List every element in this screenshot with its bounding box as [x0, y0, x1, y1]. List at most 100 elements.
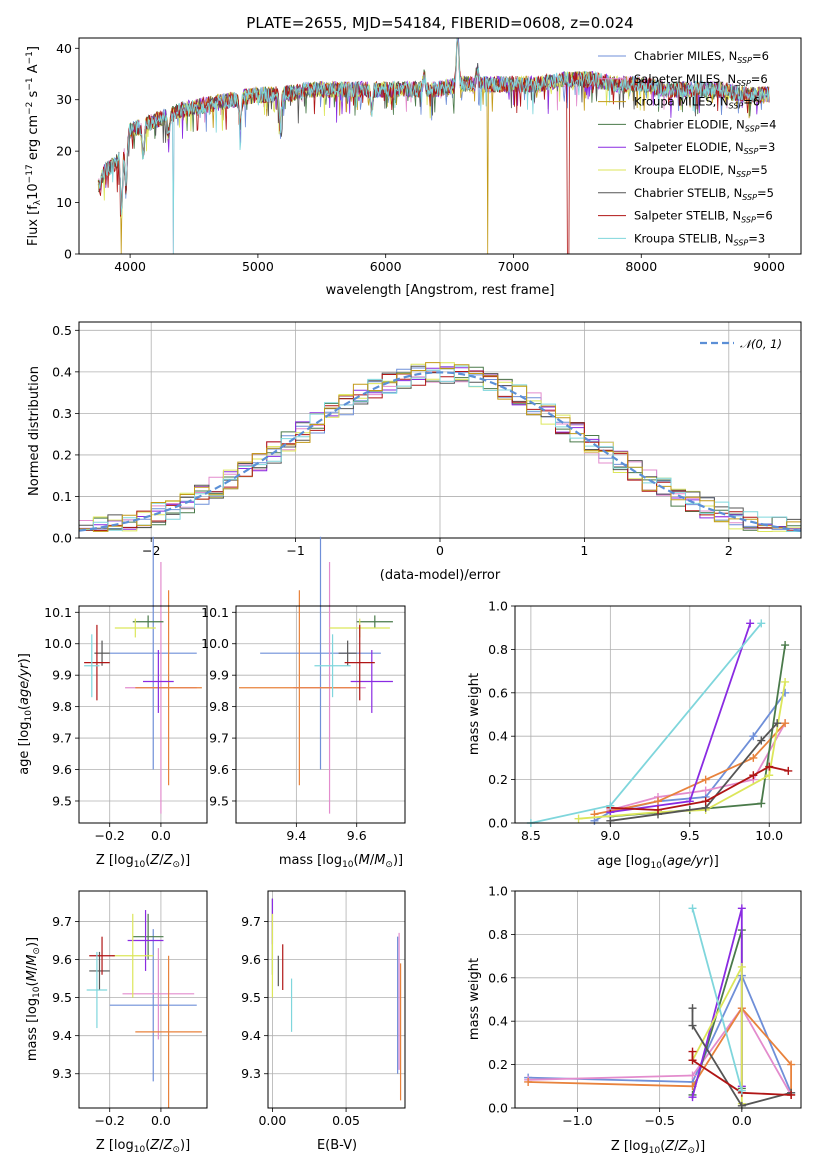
mass-weight-marker	[688, 1021, 697, 1030]
x-tick-label: 4000	[114, 259, 146, 274]
y-tick-label: 0.4	[488, 1014, 508, 1029]
y-tick-label: 10.0	[201, 636, 229, 651]
x-tick-label: −1	[286, 543, 304, 558]
mass-weight-marker	[737, 962, 746, 971]
histogram-ylabel: Normed distribution	[27, 366, 42, 496]
y-tick-label: 30	[56, 92, 72, 107]
mass-weight-marker	[787, 1060, 796, 1069]
x-tick-label: −0.5	[644, 1113, 674, 1128]
x-tick-label: 0.05	[332, 1113, 360, 1128]
x-tick-label: −0.2	[95, 828, 125, 843]
x-tick-label: −1.0	[562, 1113, 592, 1128]
y-tick-label: 9.8	[52, 699, 72, 714]
mass-weight-marker	[701, 775, 710, 784]
x-tick-label: 9.5	[680, 828, 700, 843]
y-tick-label: 10.1	[44, 605, 72, 620]
x-tick-label: 6000	[370, 259, 402, 274]
y-tick-label: 0	[64, 247, 72, 262]
mass-weight-marker	[654, 805, 662, 814]
mass-weight-marker	[765, 762, 774, 771]
y-tick-label: 1.0	[488, 884, 508, 899]
mass-weight-marker	[701, 797, 710, 806]
mass-weight-marker	[606, 816, 615, 825]
y-tick-label: 0.4	[488, 729, 508, 744]
axes-frame	[514, 605, 802, 824]
mass-weight-marker	[688, 1056, 697, 1065]
mass-ebv-xlabel: E(B-V)	[317, 1138, 357, 1153]
mass-vs-extinction-panel: 0.00 0.05 9.3 9.4 9.5 9.6 9.7 E(B-V)	[241, 890, 406, 1153]
mass-weight-series-line	[528, 973, 792, 1094]
x-tick-label: 9.0	[600, 828, 620, 843]
axes-frame	[267, 890, 406, 1109]
x-tick-label: 1	[580, 543, 588, 558]
y-tick-label: 0.0	[488, 1101, 508, 1116]
y-tick-label: 9.5	[52, 793, 72, 808]
x-tick-label: −2	[142, 543, 160, 558]
spectrum-series-line	[98, 37, 770, 255]
y-tick-label: 0.2	[52, 447, 72, 462]
legend-label: Chabrier STELIB, NSSP=5	[634, 186, 774, 202]
mass-weight-marker	[606, 801, 615, 810]
x-tick-label: 8000	[625, 259, 657, 274]
histogram-series	[79, 362, 801, 532]
y-tick-label: 9.6	[209, 762, 229, 777]
axes-frame	[235, 605, 406, 824]
y-tick-label: 0.2	[488, 1057, 508, 1072]
mass-weight-marker	[757, 799, 766, 808]
mass-weight-marker	[737, 1086, 746, 1095]
spectrum-series-line	[98, 37, 770, 255]
mass-weight-marker	[765, 771, 774, 780]
y-tick-label: 20	[56, 144, 72, 159]
mass-weight-marker	[746, 619, 755, 628]
age-mass-panel-xlabel: mass [log10(M/M⊙)]	[279, 853, 403, 870]
x-tick-label: 9000	[753, 259, 785, 274]
mass-weight-series-line	[691, 1008, 792, 1107]
legend-label: Kroupa STELIB, NSSP=3	[634, 231, 765, 247]
weight-z-xlabel: Z [log10(Z/Z⊙)]	[611, 1139, 705, 1156]
mass-weight-marker	[784, 766, 793, 775]
y-tick-label: 9.7	[52, 914, 72, 929]
y-tick-label: 0.8	[488, 927, 508, 942]
legend-label: Salpeter STELIB, NSSP=6	[634, 209, 773, 225]
mass-weight-marker	[688, 1047, 697, 1056]
mass-weight-marker	[749, 771, 758, 780]
x-tick-label: 5000	[242, 259, 274, 274]
weight-age-xlabel: age [log10(age/yr)]	[597, 854, 719, 871]
mass-weight-vs-metallicity-panel: −1.0 −0.5 0.0 0.0 0.2 0.4 0.6 0.8 1.0 Z [log10(Z/…	[467, 884, 802, 1156]
weight-age-ylabel: mass weight	[467, 673, 482, 755]
y-tick-label: 0.2	[488, 772, 508, 787]
y-tick-label: 0.1	[52, 489, 72, 504]
mass-weight-marker	[688, 1071, 697, 1080]
axes-frame	[78, 321, 802, 539]
mass-weight-series-line	[610, 765, 789, 811]
y-tick-label: 0.6	[488, 970, 508, 985]
axes-frame	[78, 37, 802, 255]
mass-weight-series-line	[691, 966, 743, 1104]
legend-label: Chabrier MILES, NSSP=6	[634, 49, 769, 65]
mass-weight-marker	[787, 1090, 796, 1099]
y-tick-label: 9.4	[241, 1028, 261, 1043]
y-tick-label: 9.5	[241, 990, 261, 1005]
age-vs-metallicity-panel: −0.2 0.0 9.5 9.6 9.7 9.8 9.9 10.0 10.1 Z [log10(Z…	[17, 536, 208, 870]
mass-weight-marker	[688, 1093, 697, 1102]
age-vs-mass-panel: 9.4 9.6 9.5 9.6 9.7 9.8 9.9 10.0 10.1 mass [log10…	[201, 536, 406, 870]
mass-weight-marker	[773, 719, 782, 728]
mass-z-ylabel: mass [log10(M/M⊙)]	[25, 937, 42, 1061]
x-tick-label: −0.2	[95, 1113, 125, 1128]
y-tick-label: 10.1	[201, 605, 229, 620]
axes-frame	[514, 890, 802, 1109]
residual-histogram-panel: (data-model)/error Normed distribution −…	[27, 321, 802, 583]
mass-weight-series-line	[530, 622, 762, 824]
y-tick-label: 9.7	[241, 914, 261, 929]
mass-weight-marker	[701, 786, 710, 795]
mass-weight-marker	[757, 619, 766, 628]
legend-label: Kroupa ELODIE, NSSP=5	[634, 163, 768, 179]
legend-label: Salpeter MILES, NSSP=6	[634, 72, 768, 88]
x-tick-label: 0	[436, 543, 444, 558]
mass-weight-marker	[574, 814, 583, 823]
y-tick-label: 0.6	[488, 685, 508, 700]
x-tick-label: 10.0	[755, 828, 783, 843]
mass-weight-marker	[737, 904, 746, 913]
x-tick-label: 0.0	[151, 1113, 171, 1128]
legend-label: Salpeter ELODIE, NSSP=3	[634, 140, 775, 156]
